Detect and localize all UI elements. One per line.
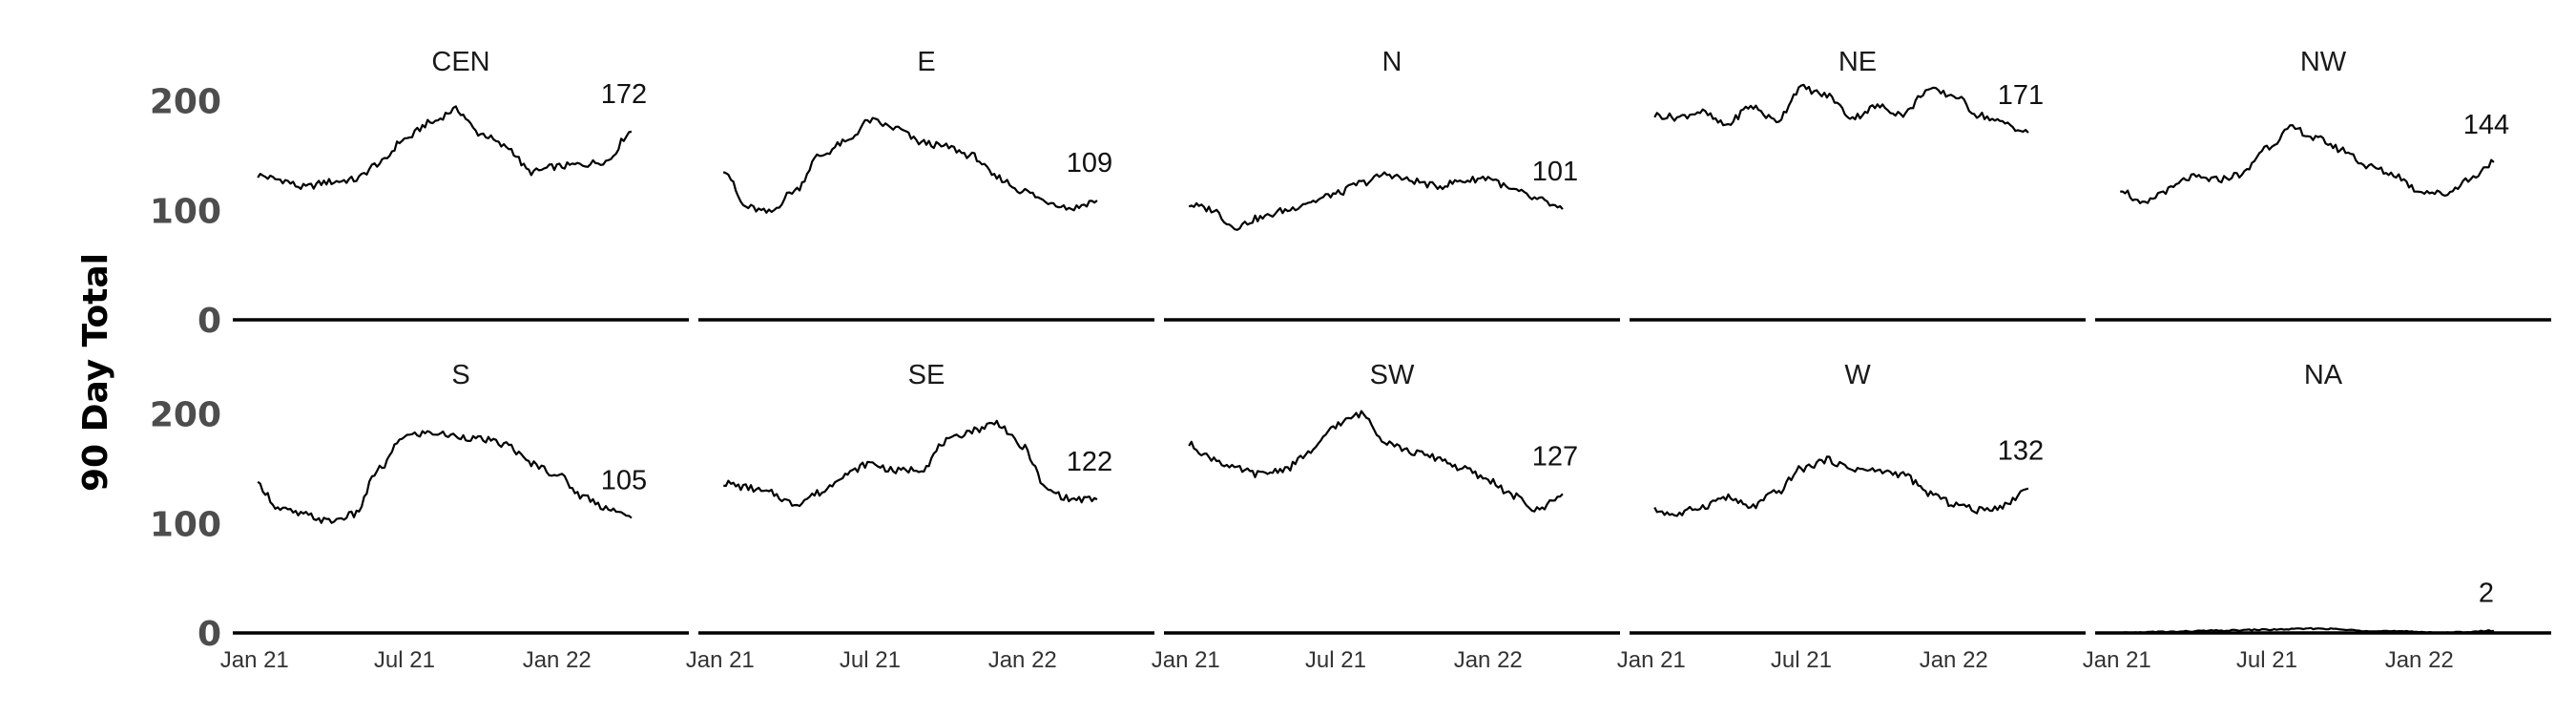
facet-panels: CEN 172 E 109 N 101 NE 171 NW 144 S 105 SE 122 SW 127 W 1… bbox=[150, 47, 2551, 673]
panel-title: N bbox=[1382, 47, 1402, 77]
panel-na: NA 2 bbox=[2095, 360, 2551, 635]
panel-title: NA bbox=[2304, 360, 2343, 390]
end-value-label: 171 bbox=[1998, 80, 2044, 111]
end-value-label: 122 bbox=[1067, 447, 1112, 477]
x-tick-label: Jan 21 bbox=[1617, 647, 1686, 673]
x-tick-label: Jul 21 bbox=[1771, 647, 1832, 673]
panel-title: SW bbox=[1370, 360, 1415, 390]
series-line bbox=[257, 430, 633, 524]
panel-e: E 109 bbox=[698, 47, 1154, 322]
series-line bbox=[2120, 124, 2495, 204]
end-value-label: 101 bbox=[1532, 157, 1578, 187]
x-tick-label: Jan 22 bbox=[2385, 647, 2454, 673]
end-value-label: 172 bbox=[601, 79, 647, 110]
panel-title: S bbox=[451, 360, 469, 390]
x-tick-label: Jul 21 bbox=[840, 647, 901, 673]
y-tick-label: 100 bbox=[150, 192, 221, 231]
x-tick-label: Jan 22 bbox=[1454, 647, 1523, 673]
end-value-label: 132 bbox=[1998, 436, 2044, 467]
panel-title: CEN bbox=[431, 47, 489, 77]
end-value-label: 127 bbox=[1532, 441, 1578, 472]
series-line bbox=[723, 419, 1098, 508]
panel-sw: SW 127 bbox=[1164, 360, 1620, 635]
panel-se: SE 122 bbox=[698, 360, 1154, 635]
series-line bbox=[1653, 455, 2029, 517]
panel-title: NW bbox=[2300, 47, 2347, 77]
y-tick-label: 200 bbox=[150, 396, 221, 435]
panel-title: NE bbox=[1839, 47, 1877, 77]
end-value-label: 109 bbox=[1067, 148, 1112, 179]
panel-s: S 105 bbox=[233, 360, 689, 635]
series-line bbox=[1188, 171, 1564, 231]
panel-ne: NE 171 bbox=[1630, 47, 2086, 322]
end-value-label: 144 bbox=[2463, 110, 2509, 140]
x-tick-label: Jul 21 bbox=[2236, 647, 2297, 673]
series-line bbox=[722, 116, 1098, 214]
x-tick-label: Jan 21 bbox=[220, 647, 289, 673]
series-line bbox=[2120, 626, 2495, 635]
panel-title: W bbox=[1844, 360, 1871, 390]
y-axis-label: 90 Day Total bbox=[76, 253, 115, 492]
x-tick-label: Jan 21 bbox=[686, 647, 755, 673]
panel-n: N 101 bbox=[1164, 47, 1620, 322]
panel-w: W 132 bbox=[1630, 360, 2086, 635]
x-tick-label: Jan 22 bbox=[523, 647, 592, 673]
series-line bbox=[257, 105, 633, 190]
x-tick-label: Jan 22 bbox=[1920, 647, 1988, 673]
x-tick-label: Jan 22 bbox=[988, 647, 1057, 673]
end-value-label: 2 bbox=[2479, 579, 2494, 609]
series-line bbox=[1653, 83, 2029, 134]
panel-nw: NW 144 bbox=[2095, 47, 2551, 322]
series-line bbox=[1188, 410, 1564, 513]
x-tick-label: Jan 21 bbox=[1152, 647, 1220, 673]
end-value-label: 105 bbox=[601, 466, 647, 496]
panel-title: E bbox=[917, 47, 935, 77]
panel-title: SE bbox=[908, 360, 945, 390]
y-tick-label: 200 bbox=[150, 83, 221, 122]
x-tick-label: Jul 21 bbox=[374, 647, 435, 673]
y-tick-label: 100 bbox=[150, 505, 221, 544]
y-tick-label: 0 bbox=[197, 302, 221, 341]
y-tick-label: 0 bbox=[197, 615, 221, 654]
x-tick-label: Jan 21 bbox=[2083, 647, 2151, 673]
x-tick-label: Jul 21 bbox=[1305, 647, 1366, 673]
panel-cen: CEN 172 bbox=[233, 47, 689, 322]
